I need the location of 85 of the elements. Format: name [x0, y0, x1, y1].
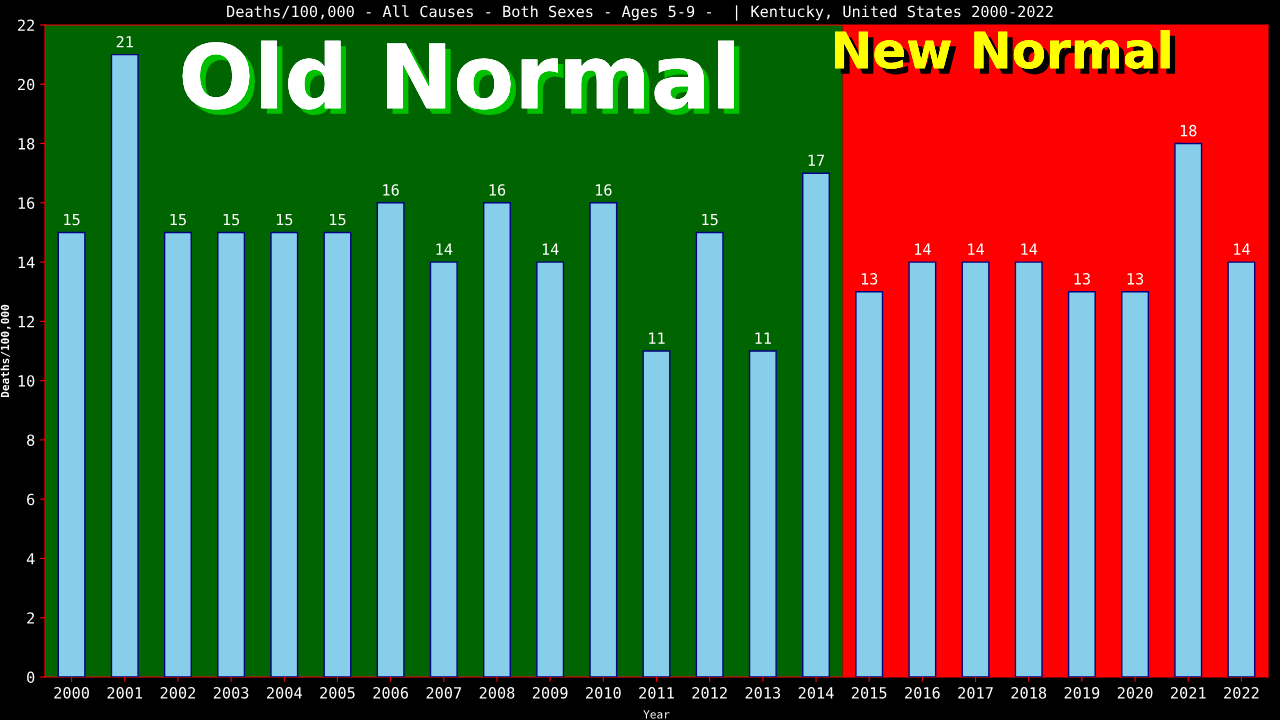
- x-tick-label: 2000: [54, 687, 89, 699]
- x-tick-label: 2020: [1117, 687, 1153, 699]
- data-label: 15: [170, 213, 186, 226]
- data-label: 15: [276, 213, 293, 226]
- data-label: 15: [223, 213, 240, 226]
- data-label: 14: [1021, 243, 1038, 255]
- y-tick-label: 18: [18, 138, 35, 150]
- bar: [1067, 291, 1096, 677]
- data-label: 14: [915, 243, 931, 255]
- bar: [1014, 261, 1043, 677]
- x-tick-label: 2001: [107, 687, 143, 699]
- data-label: 14: [542, 243, 559, 255]
- bar: [217, 231, 246, 677]
- bar: [802, 172, 831, 677]
- x-tick-label: 2012: [692, 687, 727, 699]
- data-label: 15: [64, 213, 80, 226]
- x-tick-label: 2007: [426, 687, 462, 699]
- bar: [536, 261, 565, 677]
- y-tick-label: 10: [18, 375, 35, 387]
- bar: [57, 231, 86, 677]
- data-label: 21: [116, 35, 133, 48]
- bar: [323, 231, 352, 677]
- bar: [482, 202, 511, 677]
- x-tick-label: 2005: [320, 687, 355, 699]
- bar: [855, 291, 884, 677]
- data-label: 18: [1180, 124, 1197, 137]
- data-label: 13: [861, 273, 878, 285]
- y-axis-title: Deaths/100,000: [0, 304, 11, 398]
- x-tick-label: 2016: [905, 687, 940, 699]
- bar: [908, 261, 937, 677]
- bar: [163, 231, 192, 677]
- bar: [429, 261, 458, 677]
- x-tick-label: 2014: [798, 687, 834, 699]
- chart-title: Deaths/100,000 - All Causes - Both Sexes - Ages 5-9 - | Kentucky, United States 2000-2022: [227, 5, 1053, 21]
- bar: [961, 261, 990, 677]
- bar: [1174, 142, 1203, 677]
- bar: [748, 350, 777, 677]
- data-label: 16: [489, 184, 506, 196]
- x-tick-label: 2022: [1224, 687, 1259, 699]
- bar: [270, 231, 299, 677]
- y-tick-label: 14: [18, 256, 35, 268]
- data-label: 13: [1074, 273, 1090, 285]
- band-label: Old Normal: [182, 40, 740, 116]
- x-tick-label: 2004: [267, 687, 302, 699]
- data-label: 11: [755, 332, 772, 344]
- data-label: 14: [968, 243, 985, 255]
- data-label: 15: [702, 213, 718, 226]
- x-tick-label: 2011: [639, 687, 674, 699]
- x-tick-label: 2010: [586, 687, 621, 699]
- y-tick-label: 8: [27, 434, 35, 446]
- bar: [589, 202, 618, 677]
- y-tick-label: 16: [18, 197, 35, 209]
- x-tick-label: 2015: [851, 687, 887, 699]
- x-tick-label: 2002: [160, 687, 196, 699]
- x-tick-label: 2021: [1170, 687, 1206, 699]
- bar: [1121, 291, 1150, 677]
- bar: [376, 202, 405, 677]
- data-label: 15: [330, 213, 346, 226]
- data-label: 13: [1127, 273, 1144, 285]
- y-tick-label: 0: [27, 671, 35, 684]
- data-label: 11: [649, 332, 665, 344]
- x-tick-label: 2006: [373, 687, 409, 699]
- x-tick-label: 2018: [1011, 687, 1047, 699]
- data-label: 16: [383, 184, 399, 196]
- x-tick-label: 2008: [479, 687, 515, 699]
- data-label: 14: [1234, 243, 1250, 255]
- bar: [110, 53, 139, 677]
- bar: [695, 231, 724, 677]
- x-tick-label: 2019: [1064, 687, 1100, 699]
- bar: [1227, 261, 1256, 677]
- x-tick-label: 2009: [532, 687, 568, 699]
- y-tick-label: 6: [27, 493, 35, 506]
- bar: [642, 350, 671, 677]
- data-label: 16: [595, 184, 612, 196]
- data-label: 14: [436, 243, 453, 255]
- y-tick-label: 12: [18, 315, 34, 328]
- y-tick-label: 4: [26, 553, 35, 565]
- y-tick-label: 20: [18, 78, 35, 91]
- y-tick-label: 2: [27, 612, 34, 624]
- y-tick-label: 22: [18, 19, 34, 31]
- x-tick-label: 2013: [745, 687, 781, 699]
- x-tick-label: 2003: [213, 687, 249, 699]
- x-axis-title: Year: [643, 710, 670, 719]
- data-label: 17: [808, 154, 825, 166]
- x-tick-label: 2017: [958, 687, 993, 699]
